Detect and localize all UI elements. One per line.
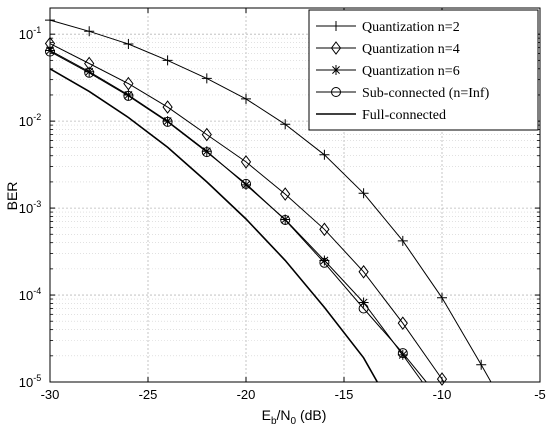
data-point [437, 292, 447, 303]
x-label-unit: (dB) [296, 407, 326, 423]
x-tick-label: -25 [139, 387, 158, 402]
data-point [280, 214, 291, 225]
data-point [123, 39, 134, 50]
y-tick-label: 10-4 [19, 286, 41, 303]
legend-label: Quantization n=6 [362, 64, 460, 79]
y-tick-exponent: -4 [33, 286, 41, 296]
x-label-e: E [262, 407, 271, 423]
data-point [241, 93, 251, 104]
data-point [201, 127, 212, 142]
data-point [436, 372, 448, 386]
legend-label: Sub-connected (n=Inf) [362, 86, 490, 101]
data-point [240, 155, 252, 169]
axis-ticks [49, 8, 541, 383]
data-point [319, 222, 330, 237]
data-point [358, 303, 369, 314]
data-point [84, 66, 95, 77]
legend: Quantization n=2 Quantization n=4 Quantiza… [308, 9, 539, 131]
data-point [358, 297, 369, 308]
x-label-sub-b: b [271, 416, 277, 427]
y-tick-labels: 10-110-210-310-410-5 [19, 25, 41, 390]
data-point [397, 348, 408, 359]
y-tick-base: 10 [19, 114, 33, 129]
series-3 [45, 46, 427, 383]
data-point [162, 55, 173, 66]
data-point [319, 149, 330, 160]
y-tick-exponent: -1 [33, 25, 41, 35]
x-tick-labels: -30 -25 -20 -15 -10 -5 [41, 387, 546, 402]
series-4 [49, 68, 378, 383]
data-point [162, 116, 173, 127]
data-point [123, 90, 134, 101]
data-point [280, 119, 291, 130]
y-axis-label: BER [4, 182, 20, 211]
x-tick-label: -10 [433, 387, 452, 402]
data-point [241, 178, 251, 189]
data-point [201, 73, 212, 84]
y-tick-label: 10-2 [19, 112, 41, 129]
y-tick-base: 10 [19, 375, 33, 390]
data-point [358, 188, 369, 199]
data-point [84, 67, 95, 78]
x-tick-label: -15 [335, 387, 354, 402]
legend-label: Full-connected [362, 108, 446, 123]
legend-marker [331, 21, 341, 31]
x-tick-label: -5 [534, 387, 546, 402]
y-tick-base: 10 [19, 27, 33, 42]
y-tick-exponent: -3 [33, 199, 41, 209]
y-tick-exponent: -2 [33, 112, 41, 122]
series-line [49, 43, 445, 383]
x-label-sub-0: 0 [291, 416, 297, 427]
legend-label: Quantization n=2 [362, 20, 460, 35]
data-point [476, 359, 487, 370]
y-tick-label: 10-3 [19, 199, 41, 216]
y-tick-base: 10 [19, 201, 33, 216]
data-point [358, 264, 369, 279]
legend-marker [331, 87, 341, 97]
data-point [84, 26, 95, 37]
y-tick-exponent: -5 [33, 373, 41, 383]
data-point [319, 255, 330, 266]
data-point [280, 187, 291, 201]
data-point [241, 179, 251, 190]
data-point [397, 235, 408, 246]
plot-frame [49, 7, 541, 383]
data-point [162, 116, 173, 127]
legend-marker [331, 65, 341, 75]
data-point [397, 349, 408, 360]
data-point [162, 100, 173, 114]
y-tick-base: 10 [19, 288, 33, 303]
data-point [123, 89, 134, 100]
data-point [397, 316, 408, 330]
x-tick-label: -30 [41, 387, 60, 402]
series-1 [44, 36, 448, 386]
legend-label: Quantization n=4 [362, 42, 460, 57]
series-line [49, 68, 378, 383]
data-point [201, 146, 212, 157]
x-axis-label: Eb/N0 (dB) [262, 407, 327, 427]
data-point [201, 147, 212, 158]
series-layer [44, 15, 492, 386]
legend-marker [330, 41, 342, 55]
x-tick-label: -20 [237, 387, 256, 402]
series-line [49, 51, 427, 383]
y-tick-label: 10-5 [19, 373, 41, 390]
x-label-slash: /N [277, 407, 291, 423]
y-tick-label: 10-1 [19, 25, 41, 42]
data-point [319, 257, 330, 268]
data-point [123, 76, 134, 91]
